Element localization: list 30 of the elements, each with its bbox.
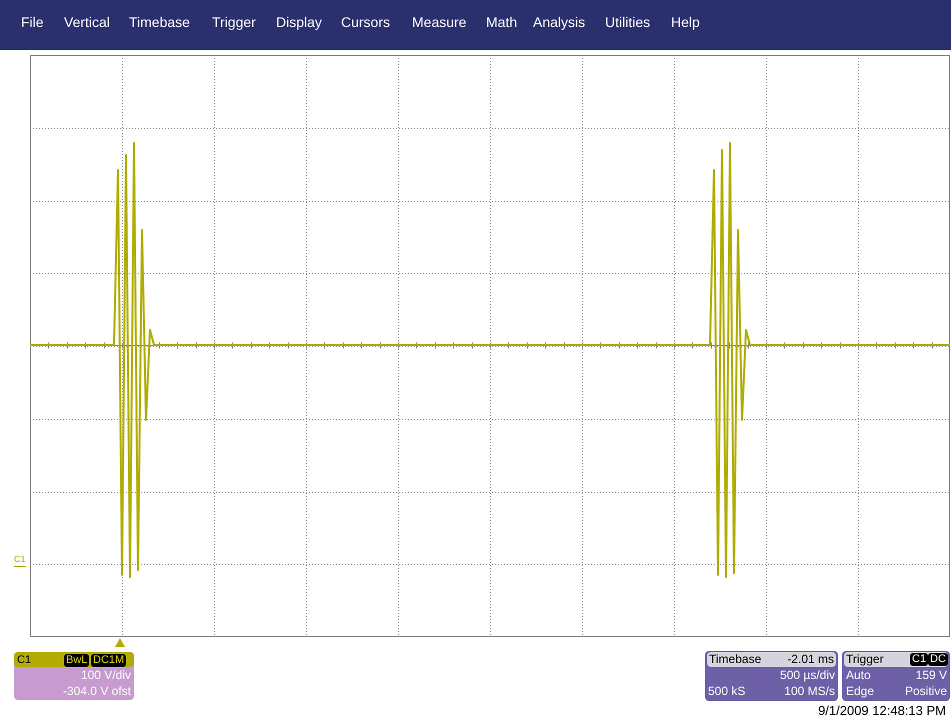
text: Positive (904, 684, 947, 698)
text: Measure (412, 14, 466, 30)
text: Edge (846, 684, 874, 698)
text: File (21, 14, 44, 30)
text: 100 MS/s (784, 684, 835, 698)
text: Trigger (846, 652, 884, 666)
text: 500 µs/div (780, 668, 835, 682)
text: Analysis (533, 14, 586, 30)
text: Cursors (341, 14, 390, 30)
text: Timebase (709, 652, 762, 666)
text: Auto (846, 668, 871, 682)
text: -2.01 ms (787, 652, 834, 666)
text: C1 (17, 654, 32, 667)
text: Display (276, 14, 322, 30)
text: Timebase (129, 14, 190, 30)
text: C1 (14, 553, 26, 567)
text: 159 V (916, 668, 947, 682)
text: Help (671, 14, 700, 30)
text: Trigger (212, 14, 256, 30)
text: 100 V/div (80, 668, 131, 682)
text: Vertical (64, 14, 110, 30)
text: 9/1/2009 12:48:13 PM (818, 703, 946, 718)
text: DC1M (91, 654, 126, 667)
text: BwL (64, 654, 90, 667)
text: -304.0 V ofst (62, 684, 131, 698)
text: C1 (910, 653, 928, 666)
text: 500 kS (708, 684, 746, 698)
text: DC (928, 653, 948, 666)
text: Utilities (605, 14, 650, 30)
text: Math (486, 14, 518, 30)
